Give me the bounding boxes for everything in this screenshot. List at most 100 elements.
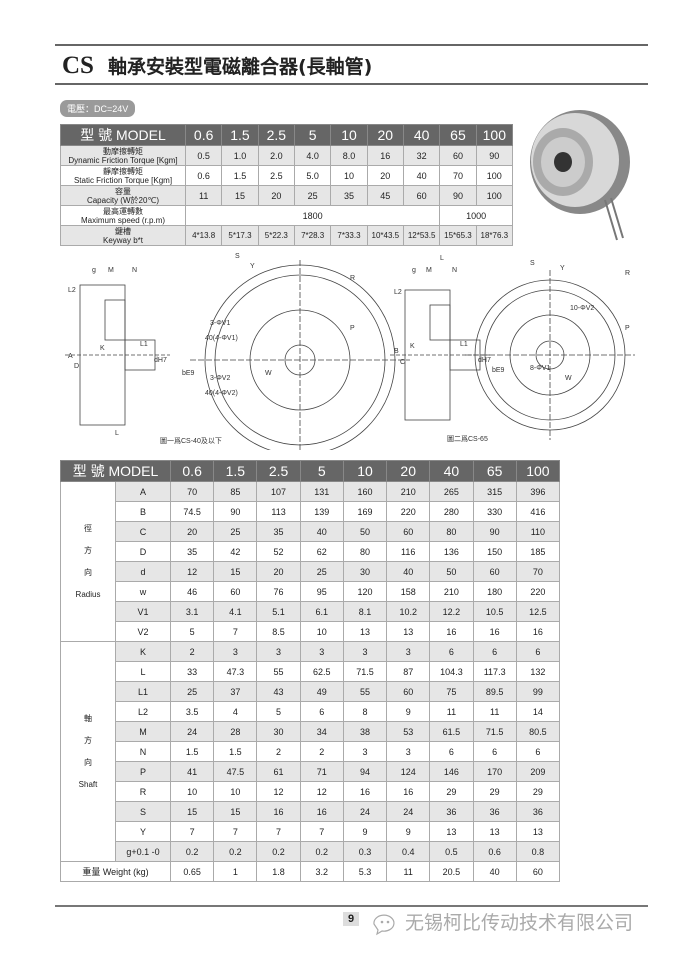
dimension-value: 35 <box>170 541 215 562</box>
spec-value: 20 <box>257 185 295 206</box>
dimension-value: 15 <box>213 801 258 822</box>
dimension-value: 3 <box>213 641 258 662</box>
dimension-value: 47.5 <box>213 761 258 782</box>
dimension-value: 209 <box>515 761 561 782</box>
dimension-label: 3-ΦV2 <box>210 375 230 382</box>
dimension-value: 0.6 <box>472 841 517 862</box>
spec-value: 2.5 <box>257 165 295 186</box>
dimension-value: 10 <box>213 781 258 802</box>
spec-value: 15 <box>221 185 259 206</box>
dimension-value: 50 <box>342 521 388 542</box>
dimension-value: 10 <box>299 621 344 642</box>
dimension-value: 13 <box>429 821 474 842</box>
parameter-label: C <box>114 521 172 542</box>
dimension-value: 3 <box>299 641 344 662</box>
dimension-label: L <box>440 255 444 262</box>
dimension-value: 396 <box>515 481 561 502</box>
group-label-zh: 向 <box>84 567 92 577</box>
dimension-value: 15 <box>170 801 215 822</box>
spec-row: 容量 Capacity (W於20℃) 11 15 20 25 35 45 60 90 100 <box>60 185 514 206</box>
series-title: 軸承安裝型電磁離合器(長軸管) <box>107 56 373 78</box>
dimension-value: 6 <box>472 641 517 662</box>
dimension-drawings: g M NL2ADKL1dH7bE9LSYRPW3-ΦV140(4-ΦV1)3-ΦV… <box>65 253 635 450</box>
dimension-label: P <box>350 325 355 332</box>
dimension-value: 33 <box>170 661 215 682</box>
drawing-fig1 <box>65 260 410 450</box>
dimension-value: 80 <box>342 541 388 562</box>
dimension-value: 124 <box>386 761 431 782</box>
title-top-rule <box>55 44 648 46</box>
dimension-value: 7 <box>299 821 344 842</box>
dimension-value: 0.8 <box>515 841 561 862</box>
parameter-label: B <box>114 501 172 522</box>
dimension-value: 0.4 <box>386 841 431 862</box>
dimension-value: 0.5 <box>429 841 474 862</box>
dimension-value: 24 <box>386 801 431 822</box>
dimension-value: 169 <box>342 501 388 522</box>
parameter-label: d <box>114 561 172 582</box>
parameter-label: V2 <box>114 621 172 642</box>
dimension-value: 55 <box>256 661 301 682</box>
dimension-row: 徑方向 Radius A 70 85 107 131 160 210 265 315 396 <box>60 481 561 642</box>
dimension-row: N 1.5 1.5 2 2 3 3 6 6 6 <box>61 741 561 762</box>
dimension-value: 5 <box>256 701 301 722</box>
spec-row: 最高運轉數 Maximum speed (r.p.m) 1800 1000 <box>60 205 513 226</box>
dimension-value: 76 <box>256 581 301 602</box>
dimension-label: 8-ΦV1 <box>530 365 550 372</box>
dimension-label: K <box>410 343 415 350</box>
dimension-value: 15 <box>213 561 258 582</box>
dimension-value: 136 <box>429 541 474 562</box>
spec-value: 100 <box>475 165 514 186</box>
dimension-value: 30 <box>256 721 301 742</box>
dimension-value: 80 <box>429 521 474 542</box>
dimension-value: 13 <box>386 621 431 642</box>
dimension-label: S <box>530 260 535 267</box>
spec-table: 型 號 MODEL 0.6 1.5 2.5 5 10 20 40 65 100 動摩擦轉矩 Dynam… <box>60 124 514 246</box>
spec-value: 35 <box>330 185 368 206</box>
model-header: 0.6 <box>184 124 223 146</box>
dimension-value: 3 <box>386 641 431 662</box>
group-label-zh: 方 <box>84 735 92 745</box>
dimension-value: 75 <box>429 681 474 702</box>
spec-row-label: 鍵槽 Keyway b*t <box>60 225 186 246</box>
dimension-value: 49 <box>299 681 344 702</box>
label-en: Keyway b*t <box>61 236 185 245</box>
dimension-value: 8 <box>342 701 388 722</box>
dimension-value: 3 <box>386 741 431 762</box>
dimension-value: 330 <box>472 501 517 522</box>
dimension-value: 220 <box>386 501 431 522</box>
model-header: 100 <box>515 460 561 482</box>
weight-value: 3.2 <box>299 861 344 882</box>
label-zh: 最高運轉數 <box>103 206 143 216</box>
dimension-label: L1 <box>460 341 468 348</box>
figure-1-caption: 圖一爲CS-40及以下 <box>160 438 222 445</box>
dimension-value: 9 <box>386 701 431 722</box>
dimension-value: 10 <box>170 781 215 802</box>
dimension-value: 24 <box>170 721 215 742</box>
model-header: 10 <box>342 460 388 482</box>
model-header: 5 <box>299 460 344 482</box>
dimension-value: 36 <box>472 801 517 822</box>
weight-value: 1.8 <box>256 861 301 882</box>
dimension-value: 6 <box>472 741 517 762</box>
dimension-value: 131 <box>299 481 344 502</box>
dimension-value: 55 <box>342 681 388 702</box>
dimension-label: 40(4-ΦV1) <box>205 335 238 342</box>
spec-value: 15*65.3 <box>439 225 477 246</box>
dimension-value: 12 <box>256 781 301 802</box>
dimension-value: 6.1 <box>299 601 344 622</box>
spec-row-label: 靜摩擦轉矩 Static Friction Torque [Kgm] <box>60 165 186 186</box>
dimension-value: 16 <box>256 801 301 822</box>
dimension-value: 11 <box>472 701 517 722</box>
label-unit: [Kgm] <box>151 175 173 185</box>
dimension-value: 180 <box>472 581 517 602</box>
dimension-label: D <box>74 363 79 370</box>
dimension-value: 35 <box>256 521 301 542</box>
dimension-value: 3 <box>342 741 388 762</box>
model-header: 1.5 <box>221 124 259 146</box>
dimension-value: 11 <box>429 701 474 722</box>
footer-rule <box>55 905 648 907</box>
dimension-value: 60 <box>213 581 258 602</box>
label-unit: [Kgm] <box>156 155 178 165</box>
